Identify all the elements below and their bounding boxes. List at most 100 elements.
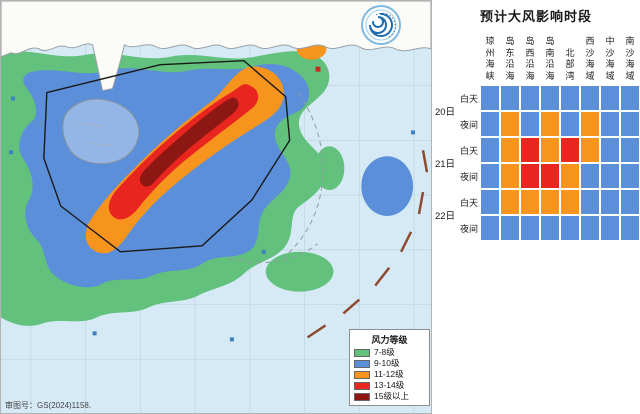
wind-cell — [601, 86, 619, 110]
wind-cell — [521, 112, 539, 136]
wind-cell — [581, 164, 599, 188]
meteorological-agency-logo — [333, 3, 429, 47]
wind-cell — [481, 164, 499, 188]
wind-cell — [501, 138, 519, 162]
legend-item: 15级以上 — [354, 392, 425, 401]
panel-title: 预计大风影响时段 — [479, 9, 592, 24]
wind-cell — [621, 164, 639, 188]
wind-cell — [601, 112, 619, 136]
column-header: 岛 西 沿 海 — [525, 36, 535, 81]
legend-item: 11-12级 — [354, 370, 425, 379]
hainan-island-outline — [62, 98, 140, 165]
wind-cell — [561, 86, 579, 110]
wind-cell — [621, 86, 639, 110]
legend-swatch — [354, 370, 370, 379]
wind-cell — [481, 86, 499, 110]
cyclone-spiral-icon — [369, 13, 393, 37]
legend-label: 9-10级 — [374, 358, 400, 368]
wind-cell — [521, 164, 539, 188]
wind-level-legend: 风力等级 7-8级 9-10级 11-12级 13-14级 15级以上 — [349, 329, 430, 406]
mainland-coastline — [1, 1, 431, 92]
wind-cell — [561, 190, 579, 214]
day-label: 20日 — [434, 107, 456, 118]
map-approval-number: 审图号：GS(2024)1158. — [5, 401, 92, 410]
legend-item: 13-14级 — [354, 381, 425, 390]
wind-cell — [541, 190, 559, 214]
wind-cell — [561, 138, 579, 162]
wind-cell — [481, 138, 499, 162]
wind-cell — [581, 86, 599, 110]
period-label: 夜间 — [459, 171, 478, 182]
period-label: 夜间 — [459, 119, 478, 130]
legend-items: 7-8级 9-10级 11-12级 13-14级 15级以上 — [354, 348, 425, 401]
wind-cell — [601, 138, 619, 162]
wind-area-level-7-8-patch — [265, 251, 334, 292]
wind-cell — [621, 112, 639, 136]
column-header: 琼 州 海 峡 — [485, 36, 495, 81]
wind-cell — [561, 112, 579, 136]
wind-table: 琼 州 海 峡岛 东 沿 海岛 西 沿 海岛 南 沿 海北 部 湾西 沙 海 域… — [433, 26, 639, 240]
nine-dash-line — [306, 150, 429, 339]
period-label: 夜间 — [459, 223, 478, 234]
wind-cell — [541, 216, 559, 240]
legend-title: 风力等级 — [371, 335, 408, 345]
wind-cell — [581, 216, 599, 240]
legend-swatch — [354, 381, 370, 390]
column-header: 北 部 湾 — [565, 47, 575, 81]
wind-cell — [541, 138, 559, 162]
forecast-boundary-polygon — [43, 60, 291, 253]
wind-cell — [521, 216, 539, 240]
day-label: 22日 — [434, 211, 456, 222]
wind-cell — [501, 216, 519, 240]
island-inner-boundaries — [75, 123, 116, 146]
wind-cell — [621, 138, 639, 162]
maritime-dashed-lines — [229, 92, 324, 264]
wind-cell — [501, 86, 519, 110]
wind-cell — [541, 164, 559, 188]
column-header: 岛 南 沿 海 — [545, 36, 555, 81]
period-label: 白天 — [459, 93, 478, 104]
wind-cell — [601, 164, 619, 188]
wind-area-level-15-plus — [139, 97, 239, 187]
column-header: 中 沙 海 域 — [605, 36, 615, 81]
island-markers — [9, 66, 416, 342]
legend-swatch — [354, 359, 370, 368]
wind-cell — [561, 216, 579, 240]
wind-cell — [541, 86, 559, 110]
wind-cell — [481, 190, 499, 214]
wind-cell — [501, 112, 519, 136]
wind-cell — [601, 216, 619, 240]
wind-cell — [581, 190, 599, 214]
wind-cell — [621, 190, 639, 214]
legend-label: 7-8级 — [374, 347, 395, 357]
wind-cell — [521, 86, 539, 110]
wind-cell — [601, 190, 619, 214]
period-label: 白天 — [459, 197, 478, 208]
wind-cell — [541, 112, 559, 136]
wind-cell — [521, 138, 539, 162]
day-label: 21日 — [434, 159, 456, 170]
wind-cell — [481, 216, 499, 240]
wind-cell — [581, 138, 599, 162]
wind-area-level-9-10-patch — [361, 156, 414, 216]
forecast-period-panel: 预计大风影响时段 琼 州 海 峡岛 东 沿 海岛 西 沿 海岛 南 沿 海北 部… — [432, 0, 640, 414]
legend-label: 15级以上 — [374, 391, 409, 401]
wind-area-level-7-8-patch-2 — [314, 146, 345, 191]
legend-swatch — [354, 392, 370, 401]
wind-cell — [501, 164, 519, 188]
wind-forecast-map: 风力等级 7-8级 9-10级 11-12级 13-14级 15级以上 审图号：GS(2… — [0, 0, 432, 414]
wind-cell — [521, 190, 539, 214]
wind-cell — [561, 164, 579, 188]
column-header: 西 沙 海 域 — [585, 36, 595, 81]
wind-cell — [501, 190, 519, 214]
legend-label: 13-14级 — [374, 380, 405, 390]
legend-label: 11-12级 — [374, 369, 404, 379]
column-header: 南 沙 海 域 — [625, 36, 635, 81]
column-header: 岛 东 沿 海 — [505, 36, 515, 81]
agency-logo-icon — [361, 5, 401, 45]
legend-item: 7-8级 — [354, 348, 425, 357]
map-canvas — [1, 1, 431, 413]
wind-cell — [621, 216, 639, 240]
wind-cell — [581, 112, 599, 136]
